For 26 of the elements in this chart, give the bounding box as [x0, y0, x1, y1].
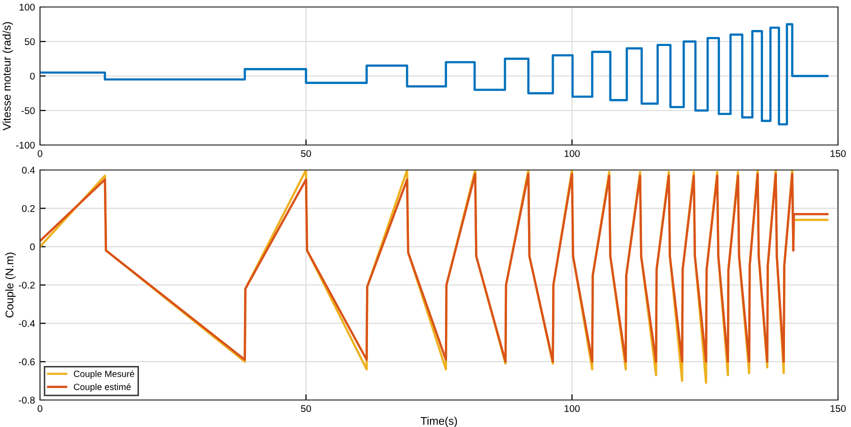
y-tick-label: 100 — [20, 4, 35, 11]
y-tick-label: 0.4 — [22, 166, 35, 174]
y-tick-label: -50 — [22, 107, 35, 114]
legend-label: Couple Mesuré — [74, 370, 134, 379]
y-axis-title: Couple (N.m) — [5, 252, 16, 318]
y-tick-label: -100 — [16, 142, 35, 149]
x-tick-label: 50 — [300, 405, 312, 412]
x-tick-label: 0 — [38, 150, 42, 157]
x-tick-label: 150 — [830, 150, 846, 157]
y-tick-label: 0.2 — [22, 205, 35, 212]
y-tick-label: 0 — [30, 243, 35, 250]
legend-label: Couple estimé — [74, 383, 131, 392]
y-tick-label: -0.2 — [18, 282, 35, 289]
x-tick-label: 50 — [300, 150, 312, 157]
y-axis-title: Vitesse moteur (rad/s) — [2, 22, 13, 130]
x-tick-label: 0 — [38, 405, 42, 412]
y-tick-label: 0 — [30, 72, 35, 80]
x-tick-label: 100 — [564, 405, 580, 412]
line-series — [40, 23, 828, 126]
y-tick-label: -0.4 — [18, 320, 35, 327]
x-tick-label: 150 — [830, 405, 846, 412]
x-axis-title: Time(s) — [420, 416, 457, 427]
y-tick-label: -0.6 — [18, 358, 35, 366]
y-tick-label: -0.8 — [18, 396, 35, 404]
y-tick-label: 50 — [24, 38, 35, 46]
x-tick-label: 100 — [564, 150, 580, 157]
